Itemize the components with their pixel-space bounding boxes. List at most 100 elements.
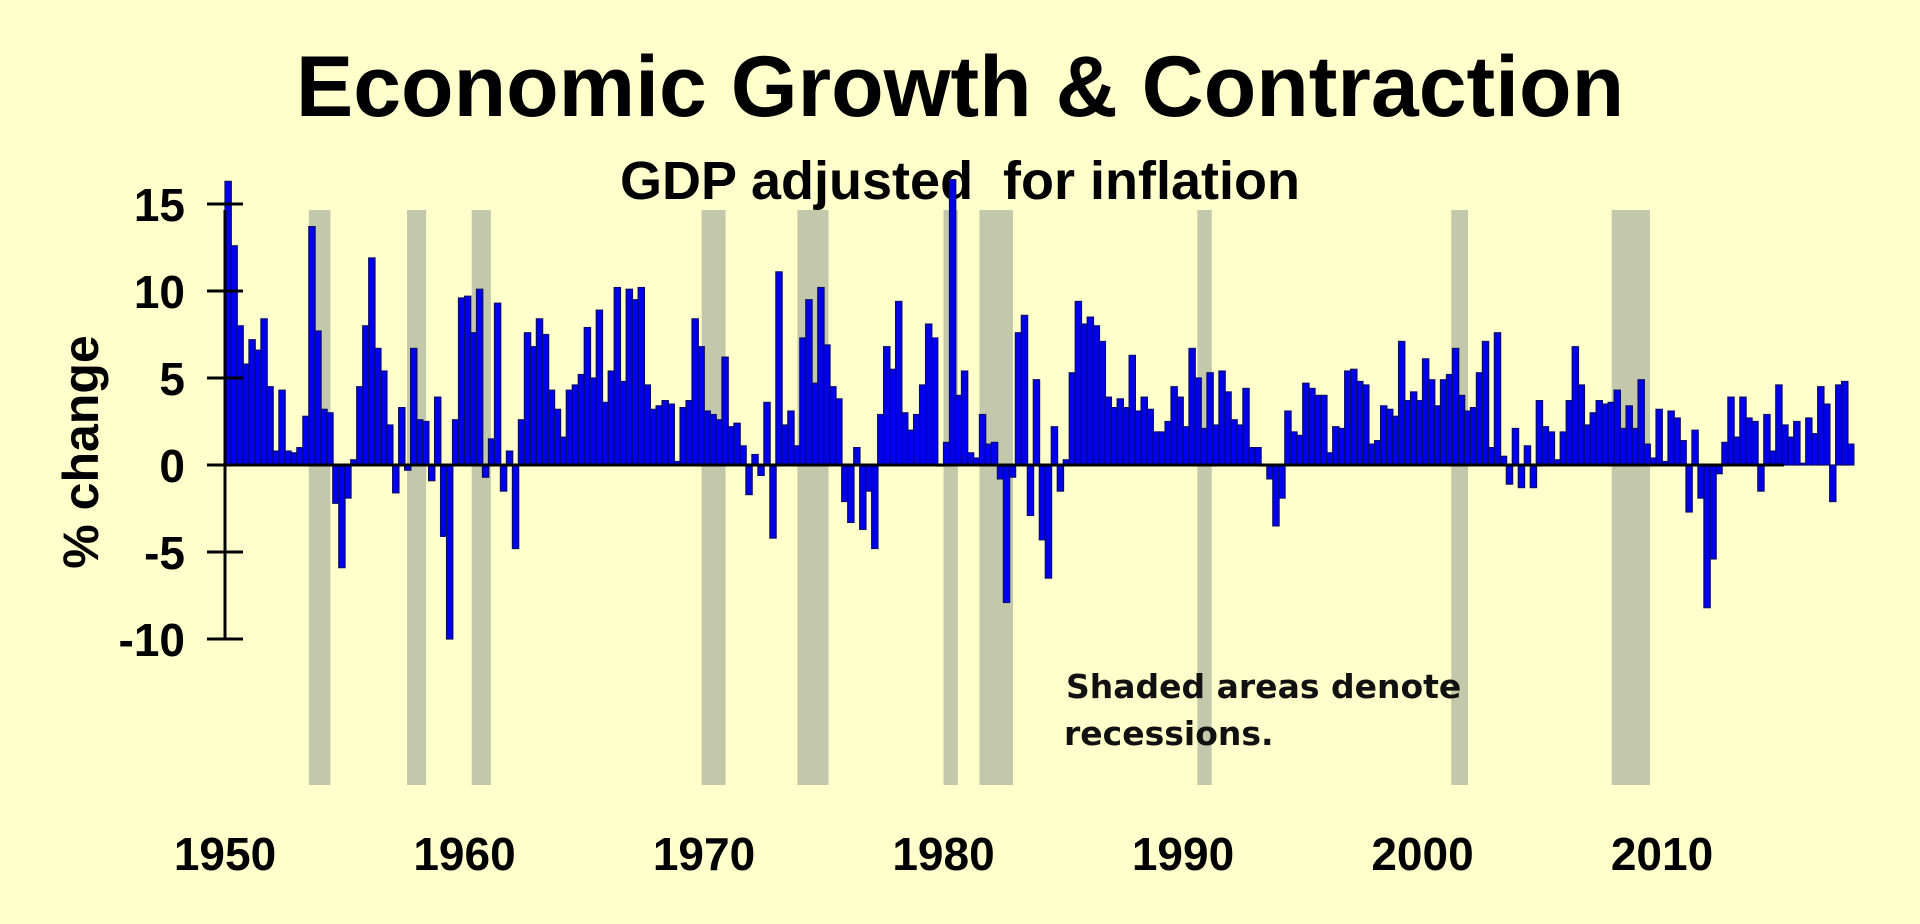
bar bbox=[493, 302, 502, 466]
bar bbox=[661, 400, 669, 466]
bar bbox=[278, 389, 286, 466]
bar bbox=[1721, 441, 1729, 466]
bar bbox=[595, 309, 604, 466]
bar bbox=[535, 318, 544, 466]
bar bbox=[990, 441, 999, 466]
bar bbox=[1703, 464, 1711, 609]
bar bbox=[1391, 415, 1400, 466]
bar bbox=[1032, 379, 1041, 466]
bar bbox=[1637, 379, 1645, 466]
bar bbox=[1002, 464, 1011, 604]
bar bbox=[1403, 400, 1412, 466]
bar bbox=[1781, 424, 1789, 466]
bar bbox=[589, 377, 598, 466]
bar bbox=[1224, 391, 1232, 466]
bar bbox=[1469, 406, 1478, 466]
bar bbox=[320, 408, 328, 466]
bar bbox=[1182, 426, 1190, 466]
bar bbox=[1493, 332, 1502, 466]
bar bbox=[1601, 403, 1610, 466]
bar bbox=[1056, 464, 1065, 492]
bar bbox=[230, 245, 238, 466]
bar bbox=[505, 450, 514, 466]
bar bbox=[577, 373, 586, 466]
bar bbox=[1170, 386, 1178, 466]
bar bbox=[248, 339, 256, 466]
bar bbox=[1344, 370, 1352, 466]
bar bbox=[1697, 464, 1705, 499]
bar bbox=[739, 445, 747, 466]
bar bbox=[1823, 403, 1831, 466]
bar bbox=[1589, 412, 1598, 466]
bar bbox=[1625, 405, 1633, 466]
bar bbox=[1397, 340, 1406, 466]
bar bbox=[541, 333, 550, 466]
bar bbox=[272, 450, 280, 466]
bar bbox=[900, 412, 909, 466]
bar bbox=[1415, 400, 1424, 466]
bar bbox=[1236, 424, 1244, 466]
bar bbox=[1098, 340, 1107, 466]
bar bbox=[1613, 389, 1621, 466]
bar bbox=[978, 413, 987, 466]
bar bbox=[529, 346, 538, 466]
bar bbox=[1188, 347, 1196, 466]
x-tick-label: 1990 bbox=[1132, 828, 1234, 880]
bar bbox=[1433, 405, 1442, 466]
bar bbox=[338, 464, 346, 569]
bar bbox=[817, 286, 825, 466]
bar bbox=[841, 464, 849, 503]
bar bbox=[1607, 401, 1615, 466]
bar bbox=[284, 450, 292, 466]
bar bbox=[667, 403, 675, 466]
bar bbox=[715, 419, 723, 466]
bar bbox=[1751, 420, 1759, 466]
bar bbox=[1439, 379, 1448, 466]
bar bbox=[625, 288, 634, 466]
bar bbox=[853, 447, 861, 466]
bar bbox=[266, 386, 274, 466]
bar bbox=[1050, 426, 1059, 466]
bar bbox=[290, 452, 298, 466]
bar bbox=[1242, 387, 1250, 466]
bar bbox=[1116, 398, 1125, 466]
bar bbox=[1134, 410, 1142, 466]
bar bbox=[410, 347, 418, 466]
bar bbox=[475, 288, 484, 466]
bar bbox=[1643, 443, 1651, 466]
bar bbox=[457, 297, 466, 466]
bar bbox=[559, 436, 568, 466]
bar bbox=[427, 464, 436, 482]
bar bbox=[1727, 396, 1735, 466]
bar bbox=[1427, 379, 1436, 466]
bar bbox=[583, 326, 592, 466]
bar bbox=[1811, 433, 1819, 466]
bar bbox=[835, 398, 843, 466]
bar bbox=[1194, 377, 1202, 466]
bar bbox=[619, 380, 628, 466]
bar bbox=[463, 295, 472, 466]
bar bbox=[1685, 464, 1693, 513]
bar bbox=[433, 396, 442, 466]
bar bbox=[1068, 372, 1077, 466]
bar bbox=[1080, 323, 1089, 466]
bar bbox=[260, 318, 268, 466]
axes bbox=[223, 210, 1785, 639]
bar bbox=[912, 413, 921, 466]
bar bbox=[511, 464, 520, 550]
bar bbox=[1691, 429, 1699, 466]
bar bbox=[966, 452, 975, 466]
bar bbox=[948, 179, 957, 466]
bar bbox=[1457, 394, 1466, 466]
bar bbox=[392, 464, 400, 494]
bar bbox=[517, 419, 526, 466]
bar bbox=[1793, 420, 1801, 466]
bar bbox=[601, 401, 610, 466]
bar bbox=[954, 394, 963, 466]
bar bbox=[1146, 408, 1154, 466]
bar bbox=[1835, 384, 1843, 466]
bar bbox=[242, 363, 250, 466]
bar bbox=[386, 424, 394, 466]
bar bbox=[883, 346, 891, 466]
bar bbox=[763, 401, 771, 466]
